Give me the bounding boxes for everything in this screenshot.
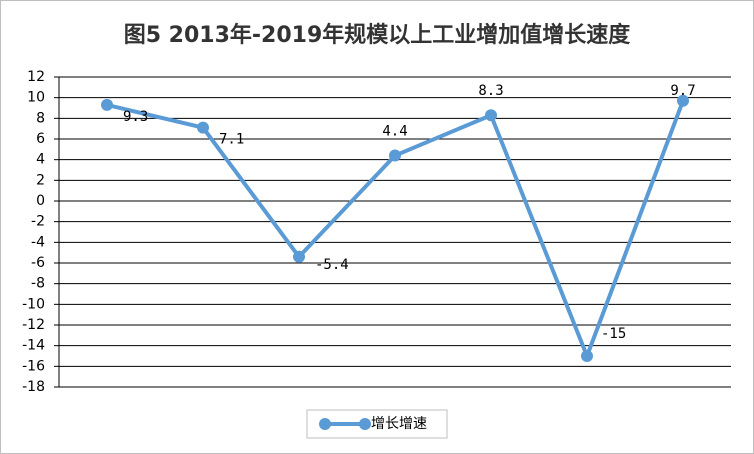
data-label: 8.3 (478, 83, 503, 99)
data-label: 7.1 (219, 132, 244, 148)
y-tick-label: -14 (22, 338, 45, 354)
y-tick-label: -16 (22, 358, 45, 374)
chart-title: 图5 2013年-2019年规模以上工业增加值增长速度 (124, 22, 632, 48)
data-point (581, 350, 593, 362)
y-tick-label: -6 (31, 255, 45, 271)
y-tick-label: 6 (36, 131, 45, 147)
legend-marker (319, 418, 331, 430)
data-point (389, 149, 401, 162)
data-point (485, 109, 497, 122)
y-tick-label: 12 (27, 69, 45, 85)
y-tick-label: -8 (31, 276, 45, 292)
y-tick-label: 8 (36, 110, 45, 126)
data-point (293, 250, 305, 263)
y-tick-label: 0 (36, 193, 45, 209)
legend-marker (359, 418, 371, 430)
data-point (197, 121, 209, 134)
data-label: 4.4 (382, 124, 407, 140)
data-label: 9.3 (123, 109, 148, 125)
legend-label: 增长增速 (371, 416, 427, 432)
data-label: 9.7 (670, 83, 695, 99)
data-label: -15 (601, 326, 626, 342)
y-tick-label: 2 (36, 172, 45, 188)
y-tick-label: -12 (22, 317, 45, 333)
y-tick-label: -18 (22, 379, 45, 395)
y-tick-label: 10 (27, 90, 45, 106)
data-point (101, 98, 113, 111)
y-tick-label: -2 (31, 214, 45, 230)
data-point (677, 94, 689, 107)
y-tick-label: 4 (36, 152, 45, 168)
y-tick-label: -4 (31, 234, 45, 250)
data-label: -5.4 (315, 257, 349, 273)
y-tick-label: -10 (22, 296, 45, 312)
